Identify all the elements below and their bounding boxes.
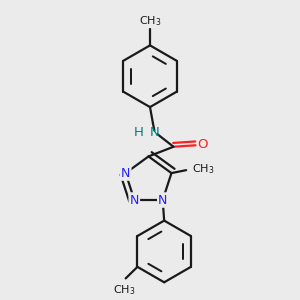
Text: CH$_3$: CH$_3$ <box>139 14 161 28</box>
Text: N: N <box>130 194 139 206</box>
Text: N: N <box>130 194 139 206</box>
Text: N: N <box>158 194 167 206</box>
Text: O: O <box>197 138 207 151</box>
Text: CH$_3$: CH$_3$ <box>113 283 135 297</box>
Text: N: N <box>121 167 130 180</box>
Text: CH$_3$: CH$_3$ <box>192 163 214 176</box>
Text: H: H <box>133 126 143 139</box>
Text: N: N <box>121 167 130 180</box>
Text: N: N <box>149 126 159 139</box>
Text: N: N <box>158 194 167 206</box>
